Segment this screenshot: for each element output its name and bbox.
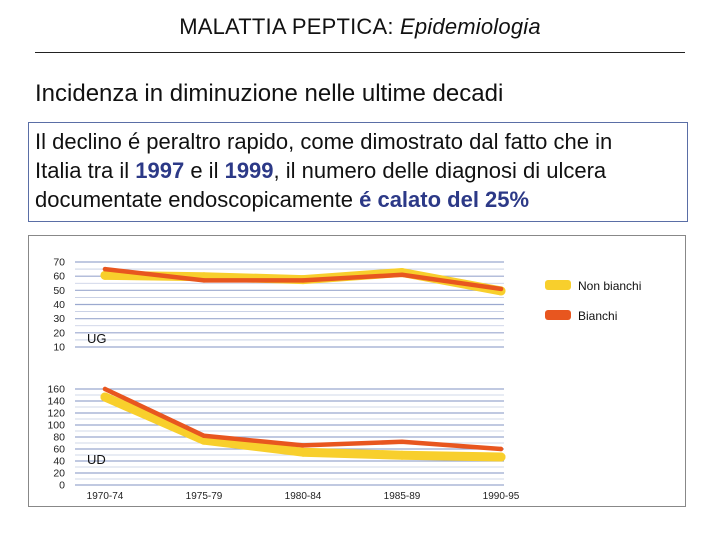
y-tick-label: 140 <box>47 396 65 408</box>
y-tick-label: 60 <box>53 444 65 456</box>
y-tick-label: 160 <box>47 384 65 396</box>
data-point <box>201 433 207 438</box>
y-tick-label: 10 <box>53 342 65 354</box>
data-point <box>399 439 405 444</box>
textbox-line-2-c: e il <box>184 158 225 183</box>
data-point <box>298 447 308 457</box>
slide-title-main: MALATTIA PEPTICA: <box>179 14 394 39</box>
title-divider <box>35 52 685 53</box>
data-point <box>498 446 504 452</box>
data-point <box>102 266 108 272</box>
data-point <box>399 272 405 277</box>
y-tick-label: 60 <box>53 271 65 283</box>
x-tick-label: 1985-89 <box>384 491 421 502</box>
y-tick-label: 0 <box>59 480 65 492</box>
y-tick-label: 20 <box>53 468 65 480</box>
y-tick-label: 40 <box>53 456 65 468</box>
data-point <box>300 278 306 283</box>
data-point <box>498 286 504 292</box>
x-tick-label: 1970-74 <box>87 491 124 502</box>
textbox-line-2-e: , il numero delle diagnosi di ulcera <box>273 158 607 183</box>
data-point <box>201 278 207 283</box>
slide-title-italic: Epidemiologia <box>399 14 541 39</box>
x-tick-label: 1980-84 <box>285 491 322 502</box>
y-tick-label: 120 <box>47 408 65 420</box>
info-textbox: Il declino é peraltro rapido, come dimos… <box>28 122 688 222</box>
textbox-line-3: documentate endoscopicamente é calato de… <box>35 185 681 214</box>
x-tick-label: 1990-95 <box>483 491 520 502</box>
textbox-line-3-a: documentate endoscopicamente <box>35 187 360 212</box>
data-point <box>100 392 110 402</box>
decline-highlight: é calato del 25% <box>359 187 530 212</box>
y-tick-label: 50 <box>53 285 65 297</box>
textbox-line-1-text: Il declino é peraltro rapido, come dimos… <box>35 129 613 154</box>
y-tick-label: 20 <box>53 327 65 339</box>
textbox-line-2: Italia tra il 1997 e il 1999, il numero … <box>35 156 681 185</box>
legend-label: Non bianchi <box>578 279 641 293</box>
textbox-line-1: Il declino é peraltro rapido, come dimos… <box>35 127 681 156</box>
data-point <box>300 443 306 448</box>
y-tick-label: 70 <box>53 257 65 269</box>
data-point <box>100 270 110 280</box>
y-tick-label: 100 <box>47 420 65 432</box>
panel-label-ug: UG <box>87 331 107 346</box>
x-tick-label: 1975-79 <box>186 491 223 502</box>
year-1999: 1999 <box>224 158 274 183</box>
incidence-chart: 70 60 50 40 30 20 10 UG 160 140 120 100 80 60 40 20 0 UD 1… <box>28 235 686 507</box>
y-tick-label: 30 <box>53 313 65 325</box>
data-point <box>102 386 108 392</box>
panel-label-ud: UD <box>87 452 106 467</box>
data-point <box>397 450 407 460</box>
slide-subtitle: Incidenza in diminuzione nelle ultime de… <box>35 80 504 107</box>
y-tick-label: 80 <box>53 432 65 444</box>
y-tick-label: 40 <box>53 299 65 311</box>
slide-title: MALATTIA PEPTICA: Epidemiologia <box>0 14 720 40</box>
textbox-line-2-a: Italia tra il <box>35 158 136 183</box>
legend-label: Bianchi <box>578 309 617 323</box>
data-point <box>496 452 506 462</box>
year-1997: 1997 <box>135 158 185 183</box>
chart-svg: 70605040302010UG160140120100806040200UD1… <box>47 257 641 503</box>
legend-swatch-bianchi <box>545 310 571 320</box>
legend-swatch-non-bianchi <box>545 280 571 290</box>
